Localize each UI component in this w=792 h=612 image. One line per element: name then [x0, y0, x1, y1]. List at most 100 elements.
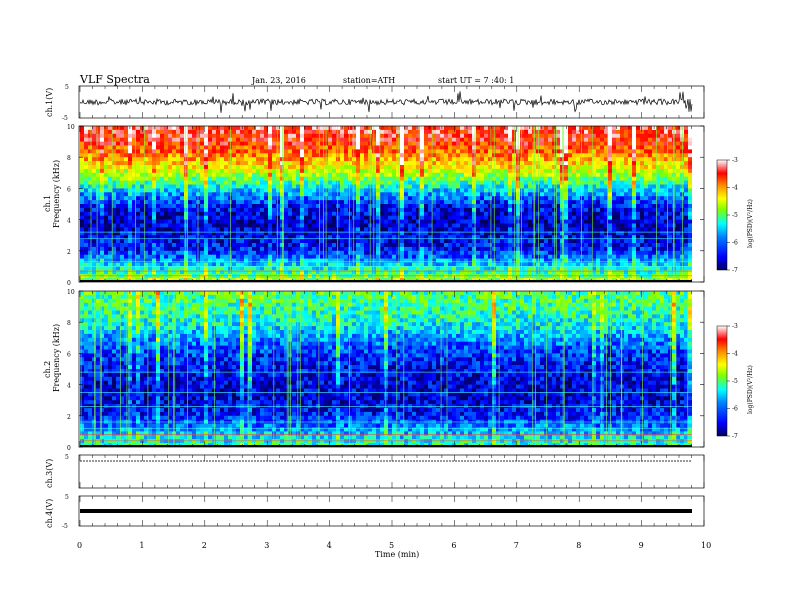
spectrogram-cell	[100, 215, 105, 220]
spectrogram-cell	[224, 157, 229, 162]
spectrogram-cell	[432, 137, 437, 142]
spectrogram-cell	[440, 153, 445, 158]
spectrogram-cell	[352, 246, 357, 252]
spectrogram-cell	[140, 254, 145, 259]
spectrogram-cell	[472, 137, 477, 142]
spectrogram-cell	[172, 126, 177, 131]
spectrogram-cell	[424, 254, 429, 259]
spectrogram-cell	[268, 137, 273, 142]
spectrogram-cell	[440, 235, 445, 240]
spectrogram-cell	[468, 188, 473, 193]
spectrogram-cell	[336, 192, 341, 197]
spectrogram-cell	[276, 200, 281, 205]
spectrogram-cell	[84, 243, 89, 248]
spectrogram-cell	[356, 258, 361, 263]
spectrogram-cell	[424, 270, 429, 275]
spectrogram-cell	[192, 157, 197, 162]
spectrogram-cell	[472, 231, 477, 236]
spectrogram-cell	[112, 215, 117, 220]
spectrogram-cell	[172, 262, 177, 267]
spectrogram-cell	[140, 188, 145, 193]
spectrogram-cell	[404, 153, 409, 158]
spectrogram-cell	[96, 141, 101, 146]
spectrogram-cell	[500, 254, 505, 259]
spectrogram-cell	[400, 141, 405, 146]
spectrogram-cell	[484, 270, 489, 275]
spectrogram-cell	[176, 274, 181, 279]
spectrogram-cell	[152, 126, 157, 131]
spectrogram-cell	[496, 188, 501, 193]
spectrogram-cell	[136, 129, 141, 135]
spectrogram-cell	[212, 219, 217, 224]
spectrogram-cell	[572, 246, 577, 252]
spectrogram-cell	[240, 219, 245, 224]
spectrogram-cell	[340, 215, 345, 220]
spectrogram-cell	[116, 133, 121, 138]
spectrogram-cell	[88, 231, 93, 236]
spectrogram-cell	[452, 141, 457, 146]
spectrogram-cell	[332, 231, 337, 236]
spectrogram-cell	[416, 231, 421, 236]
spectrogram-cell	[544, 231, 549, 236]
spectrogram-cell	[220, 184, 225, 189]
spectrogram-cell	[232, 250, 237, 255]
spectrogram-cell	[392, 270, 397, 275]
spectrogram-cell	[364, 184, 369, 189]
spectrogram-cell	[144, 176, 149, 181]
spectrogram-cell	[448, 235, 453, 240]
spectrogram-cell	[476, 243, 481, 248]
spectrogram-cell	[96, 153, 101, 158]
spectrogram-cell	[404, 204, 409, 209]
spectrogram-cell	[88, 211, 93, 216]
spectrogram-cell	[96, 231, 101, 236]
spectrogram-cell	[420, 246, 425, 252]
spectrogram-cell	[508, 188, 513, 193]
spectrogram-cell	[356, 215, 361, 220]
spectrogram-cell	[568, 207, 573, 213]
spectrogram-cell	[340, 161, 345, 166]
spectrogram-cell	[124, 126, 129, 131]
spectrogram-cell	[288, 196, 293, 201]
spectrogram-cell	[488, 266, 493, 271]
spectrogram-cell	[552, 149, 557, 154]
spectrogram-cell	[112, 196, 117, 201]
spectrogram-cell	[320, 243, 325, 248]
spectrogram-cell	[332, 180, 337, 185]
spectrogram-cell	[380, 184, 385, 189]
spectrogram-cell	[292, 262, 297, 267]
spectrogram-cell	[84, 266, 89, 271]
spectrogram-cell	[356, 200, 361, 205]
spectrogram-cell	[104, 192, 109, 197]
spectrogram-cell	[412, 262, 417, 267]
spectrogram-cell	[420, 161, 425, 166]
spectrogram-cell	[336, 262, 341, 267]
spectrogram-cell	[564, 165, 569, 170]
spectrogram-cell	[568, 172, 573, 177]
spectrogram-cell	[176, 172, 181, 177]
spectrogram-cell	[472, 129, 477, 135]
spectrogram-cell	[312, 196, 317, 201]
spectrogram-cell	[384, 165, 389, 170]
spectrogram-cell	[104, 161, 109, 166]
spectrogram-cell	[540, 200, 545, 205]
spectrogram-cell	[488, 180, 493, 185]
spectrogram-cell	[140, 133, 145, 138]
spectrogram-cell	[192, 204, 197, 209]
spectrogram-cell	[152, 215, 157, 220]
spectrogram-cell	[264, 239, 269, 244]
spectrogram-cell	[88, 204, 93, 209]
spectrogram-cell	[300, 149, 305, 154]
spectrogram-cell	[424, 137, 429, 142]
spectrogram-cell	[292, 176, 297, 181]
spectrogram-cell	[340, 200, 345, 205]
spectrogram-cell	[456, 196, 461, 201]
spectrogram-cell	[424, 129, 429, 135]
spectrogram-cell	[576, 157, 581, 162]
spectrogram-cell	[276, 274, 281, 279]
spectrogram-cell	[448, 211, 453, 216]
spectrogram-cell	[364, 227, 369, 232]
spectrogram-cell	[248, 200, 253, 205]
spectrogram-cell	[292, 165, 297, 170]
spectrogram-cell	[436, 129, 441, 135]
spectrogram-cell	[456, 262, 461, 267]
